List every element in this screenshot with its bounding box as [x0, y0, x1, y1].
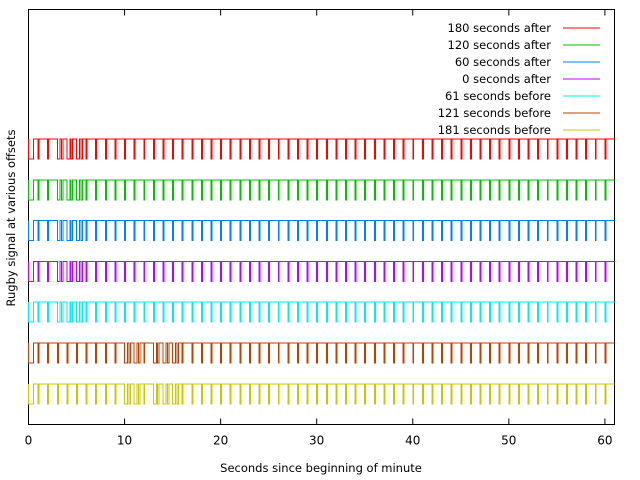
x-tick-label-1: 10: [117, 434, 132, 448]
x-tick-label-2: 20: [213, 434, 228, 448]
series-line-2: [28, 220, 615, 242]
x-tick-label-5: 50: [501, 434, 516, 448]
series-line-5: [28, 342, 615, 364]
legend: 180 seconds after 120 seconds after 60 sec…: [438, 21, 600, 137]
plot-frame: [28, 9, 615, 425]
series-line-6: [28, 383, 615, 405]
legend-label-3: 0 seconds after: [462, 72, 551, 86]
legend-label-1: 120 seconds after: [448, 38, 552, 52]
series-line-4: [28, 301, 615, 323]
legend-label-6: 181 seconds before: [438, 123, 551, 137]
legend-label-2: 60 seconds after: [455, 55, 551, 69]
x-tick-label-0: 0: [25, 434, 33, 448]
series-line-1: [28, 179, 615, 201]
legend-label-5: 121 seconds before: [438, 106, 551, 120]
series-line-0: [28, 138, 615, 160]
x-axis-label: Seconds since beginning of minute: [220, 461, 422, 475]
signals: [28, 138, 615, 405]
legend-label-4: 61 seconds before: [445, 89, 551, 103]
x-tick-label-3: 30: [309, 434, 324, 448]
series-line-3: [28, 260, 615, 282]
x-tick-label-4: 40: [405, 434, 420, 448]
x-tick-label-6: 60: [597, 434, 612, 448]
x-axis: 0 10 20 30 40 50 60: [25, 9, 613, 448]
y-axis-label: Rugby signal at various offsets: [4, 130, 18, 307]
legend-label-0: 180 seconds after: [448, 21, 552, 35]
